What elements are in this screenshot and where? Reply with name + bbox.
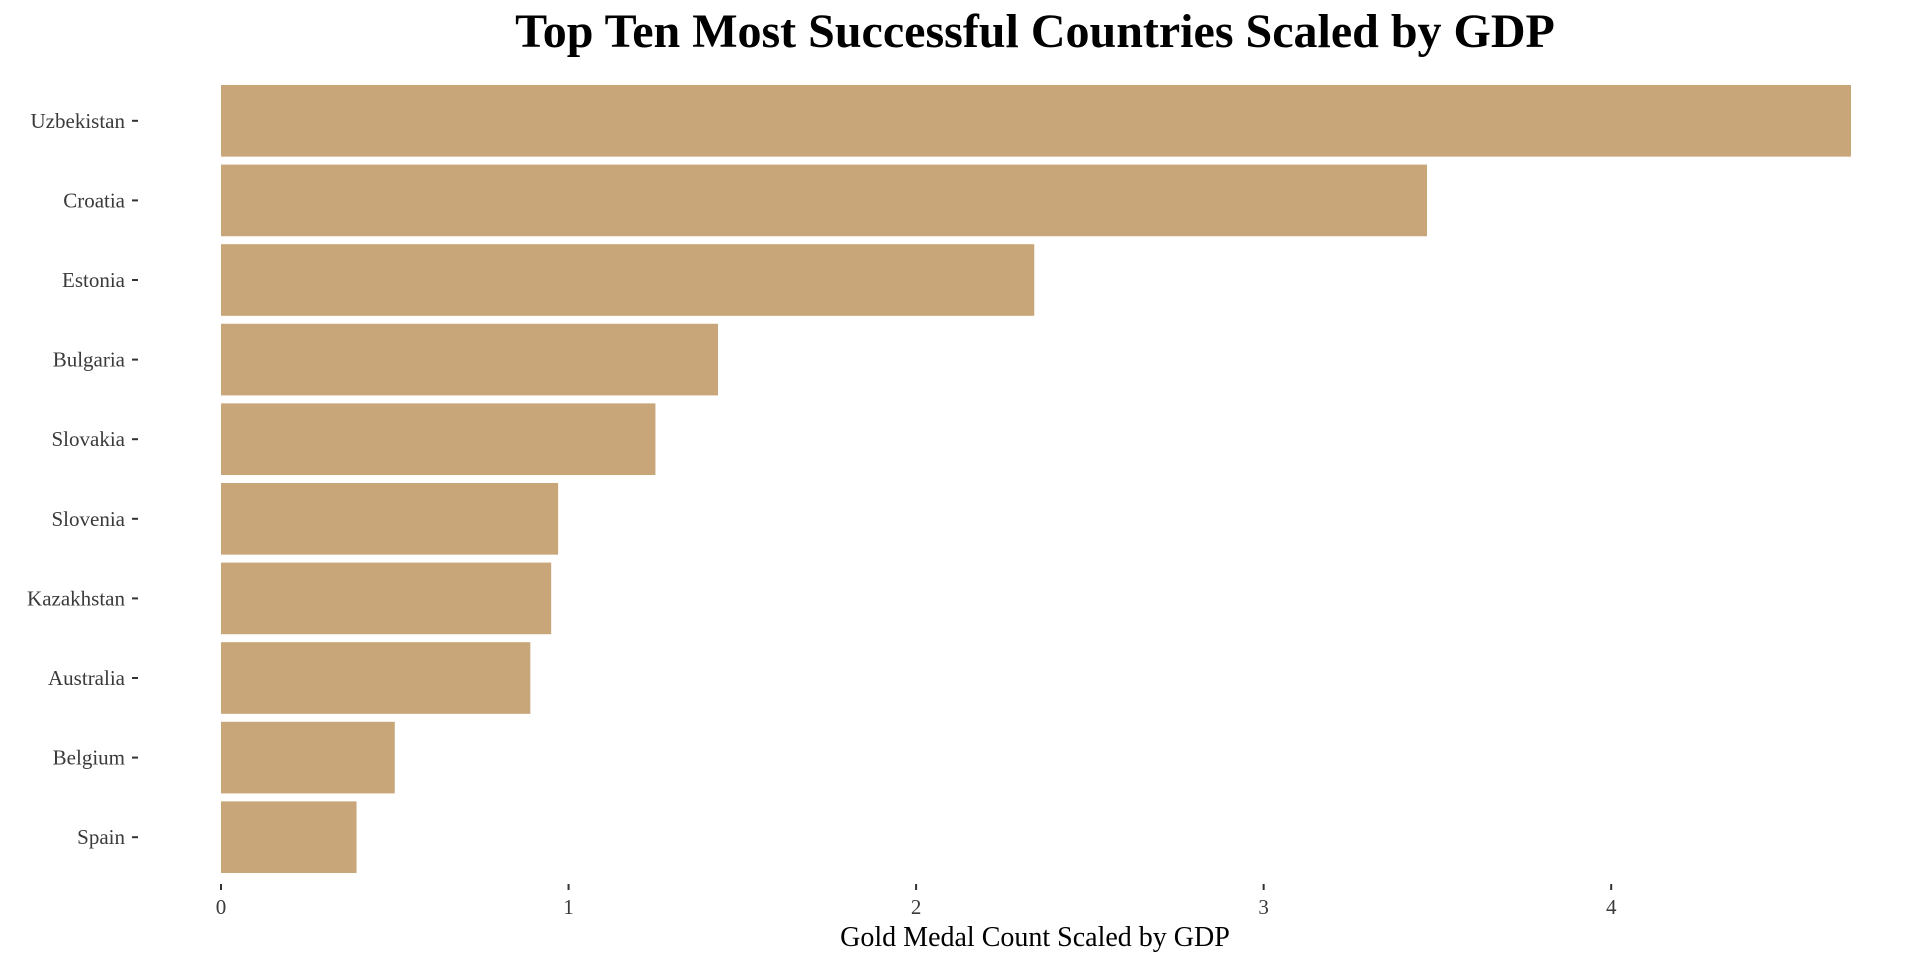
y-tick-label: Spain (77, 825, 125, 849)
y-tick-label: Australia (48, 666, 126, 690)
y-tick-label: Slovenia (52, 507, 126, 531)
bar-kazakhstan (221, 562, 552, 635)
y-tick-label: Croatia (63, 188, 125, 212)
bar-croatia (221, 164, 1427, 237)
bar-spain (221, 801, 357, 874)
bar-uzbekistan (221, 84, 1851, 157)
x-tick-label: 0 (216, 895, 227, 919)
x-tick-label: 2 (911, 895, 922, 919)
y-tick-label: Estonia (62, 268, 126, 292)
y-tick-label: Belgium (53, 746, 125, 770)
bar-estonia (221, 244, 1035, 316)
x-tick-label: 4 (1606, 895, 1617, 919)
y-tick-label: Kazakhstan (27, 586, 125, 610)
chart-title: Top Ten Most Successful Countries Scaled… (515, 5, 1555, 58)
x-axis-title: Gold Medal Count Scaled by GDP (840, 922, 1230, 953)
y-tick-label: Uzbekistan (31, 109, 126, 133)
bar-slovakia (221, 403, 656, 476)
bar-slovenia (221, 482, 559, 555)
x-tick-label: 3 (1258, 895, 1269, 919)
y-tick-label: Bulgaria (53, 348, 126, 372)
bar-australia (221, 642, 531, 714)
bar-bulgaria (221, 323, 718, 396)
y-tick-label: Slovakia (52, 427, 126, 451)
bar-belgium (221, 721, 395, 794)
x-tick-label: 1 (563, 895, 574, 919)
